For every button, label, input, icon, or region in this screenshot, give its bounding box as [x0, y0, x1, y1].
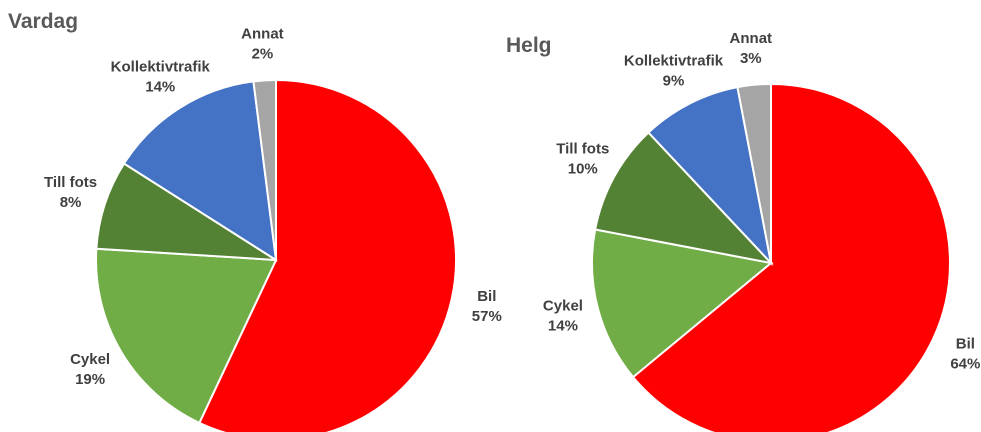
pie-slice [95, 162, 277, 261]
value-label: 8% [60, 194, 82, 211]
value-label: 9% [663, 73, 685, 90]
pie-slice [736, 82, 772, 264]
slice-label: Annat [730, 30, 773, 47]
pie-slice [95, 247, 278, 425]
slice-label: Till fots [556, 140, 609, 157]
slice-label: Kollektivtrafik [624, 53, 724, 70]
slice-label: Bil [956, 335, 975, 352]
pie-slice [252, 78, 277, 261]
slice-label: Kollektivtrafik [111, 59, 211, 76]
value-label: 3% [740, 50, 762, 67]
chart-title: Helg [506, 34, 552, 57]
pie-slice [631, 82, 951, 432]
slice-label: Cykel [70, 351, 110, 368]
value-label: 64% [950, 355, 980, 372]
value-label: 14% [145, 79, 175, 96]
pie-slice [198, 78, 457, 432]
value-label: 10% [568, 160, 598, 177]
value-label: 2% [252, 45, 274, 62]
pie-slice [591, 228, 774, 379]
slice-label: Till fots [44, 174, 97, 191]
slice-label: Cykel [543, 297, 583, 314]
pie-slice [122, 80, 278, 262]
value-label: 19% [75, 371, 105, 388]
value-label: 57% [472, 308, 502, 325]
chart-title: Vardag [8, 10, 78, 33]
value-label: 14% [548, 317, 578, 334]
pie-slice [647, 86, 773, 267]
slice-label: Annat [241, 25, 284, 42]
slice-label: Bil [477, 288, 496, 305]
pie-slice [594, 131, 774, 265]
